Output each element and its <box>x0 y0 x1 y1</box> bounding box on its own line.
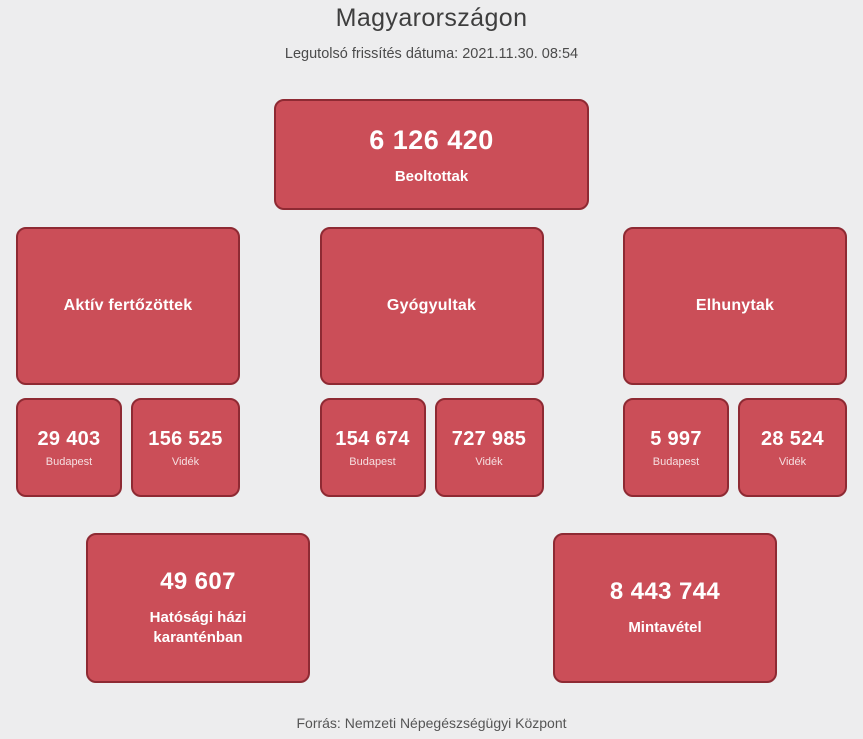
videk-value: 28 524 <box>761 427 824 450</box>
category-columns: Aktív fertőzöttek 29 403 Budapest 156 52… <box>0 227 863 497</box>
stat-card-samples: 8 443 744 Mintavétel <box>553 533 777 683</box>
column-active-infections: Aktív fertőzöttek 29 403 Budapest 156 52… <box>16 227 240 497</box>
covid-dashboard-page: Magyarországon Legutolsó frissítés dátum… <box>0 4 863 739</box>
videk-value: 727 985 <box>451 427 527 450</box>
category-card-active-infections: Aktív fertőzöttek <box>16 227 240 385</box>
videk-label: Vidék <box>778 455 807 468</box>
subcard-budapest: 154 674 Budapest <box>319 398 426 497</box>
budapest-label: Budapest <box>45 455 93 468</box>
samples-label: Mintavétel <box>628 618 702 636</box>
budapest-value: 29 403 <box>37 427 101 450</box>
region-subrow: 5 997 Budapest 28 524 Vidék <box>623 398 847 497</box>
videk-label: Vidék <box>171 455 200 468</box>
category-title: Gyógyultak <box>386 297 477 314</box>
column-recovered: Gyógyultak 154 674 Budapest 727 985 Vidé… <box>319 227 544 497</box>
budapest-label: Budapest <box>349 455 396 468</box>
vaccinated-value: 6 126 420 <box>369 124 494 155</box>
budapest-label: Budapest <box>652 455 700 468</box>
last-updated-text: Legutolsó frissítés dátuma: 2021.11.30. … <box>284 46 579 62</box>
subcard-budapest: 29 403 Budapest <box>16 398 122 497</box>
category-card-deceased: Elhunytak <box>623 227 847 385</box>
subcard-budapest: 5 997 Budapest <box>623 398 729 497</box>
subcard-videk: 156 525 Vidék <box>131 398 240 497</box>
quarantine-label: Hatósági házi karanténban <box>149 608 247 646</box>
videk-value: 156 525 <box>148 427 223 450</box>
stat-card-vaccinated: 6 126 420 Beoltottak <box>274 99 589 210</box>
samples-value: 8 443 744 <box>609 577 721 605</box>
stat-card-quarantine: 49 607 Hatósági házi karanténban <box>86 533 310 683</box>
region-subrow: 154 674 Budapest 727 985 Vidék <box>319 398 544 497</box>
bottom-stats-row: 49 607 Hatósági házi karanténban 8 443 7… <box>0 533 863 683</box>
page-title: Magyarországon <box>335 4 528 32</box>
column-deceased: Elhunytak 5 997 Budapest 28 524 Vidék <box>623 227 847 497</box>
category-card-recovered: Gyógyultak <box>319 227 544 385</box>
subcard-videk: 28 524 Vidék <box>738 398 847 497</box>
category-title: Aktív fertőzöttek <box>63 297 193 314</box>
region-subrow: 29 403 Budapest 156 525 Vidék <box>16 398 240 497</box>
source-footer: Forrás: Nemzeti Népegészségügyi Központ <box>296 715 567 731</box>
subcard-videk: 727 985 Vidék <box>434 398 544 497</box>
budapest-value: 154 674 <box>335 427 410 450</box>
quarantine-value: 49 607 <box>160 567 236 595</box>
budapest-value: 5 997 <box>650 427 702 450</box>
category-title: Elhunytak <box>695 297 775 314</box>
videk-label: Vidék <box>475 455 503 468</box>
vaccinated-label: Beoltottak <box>394 167 469 185</box>
